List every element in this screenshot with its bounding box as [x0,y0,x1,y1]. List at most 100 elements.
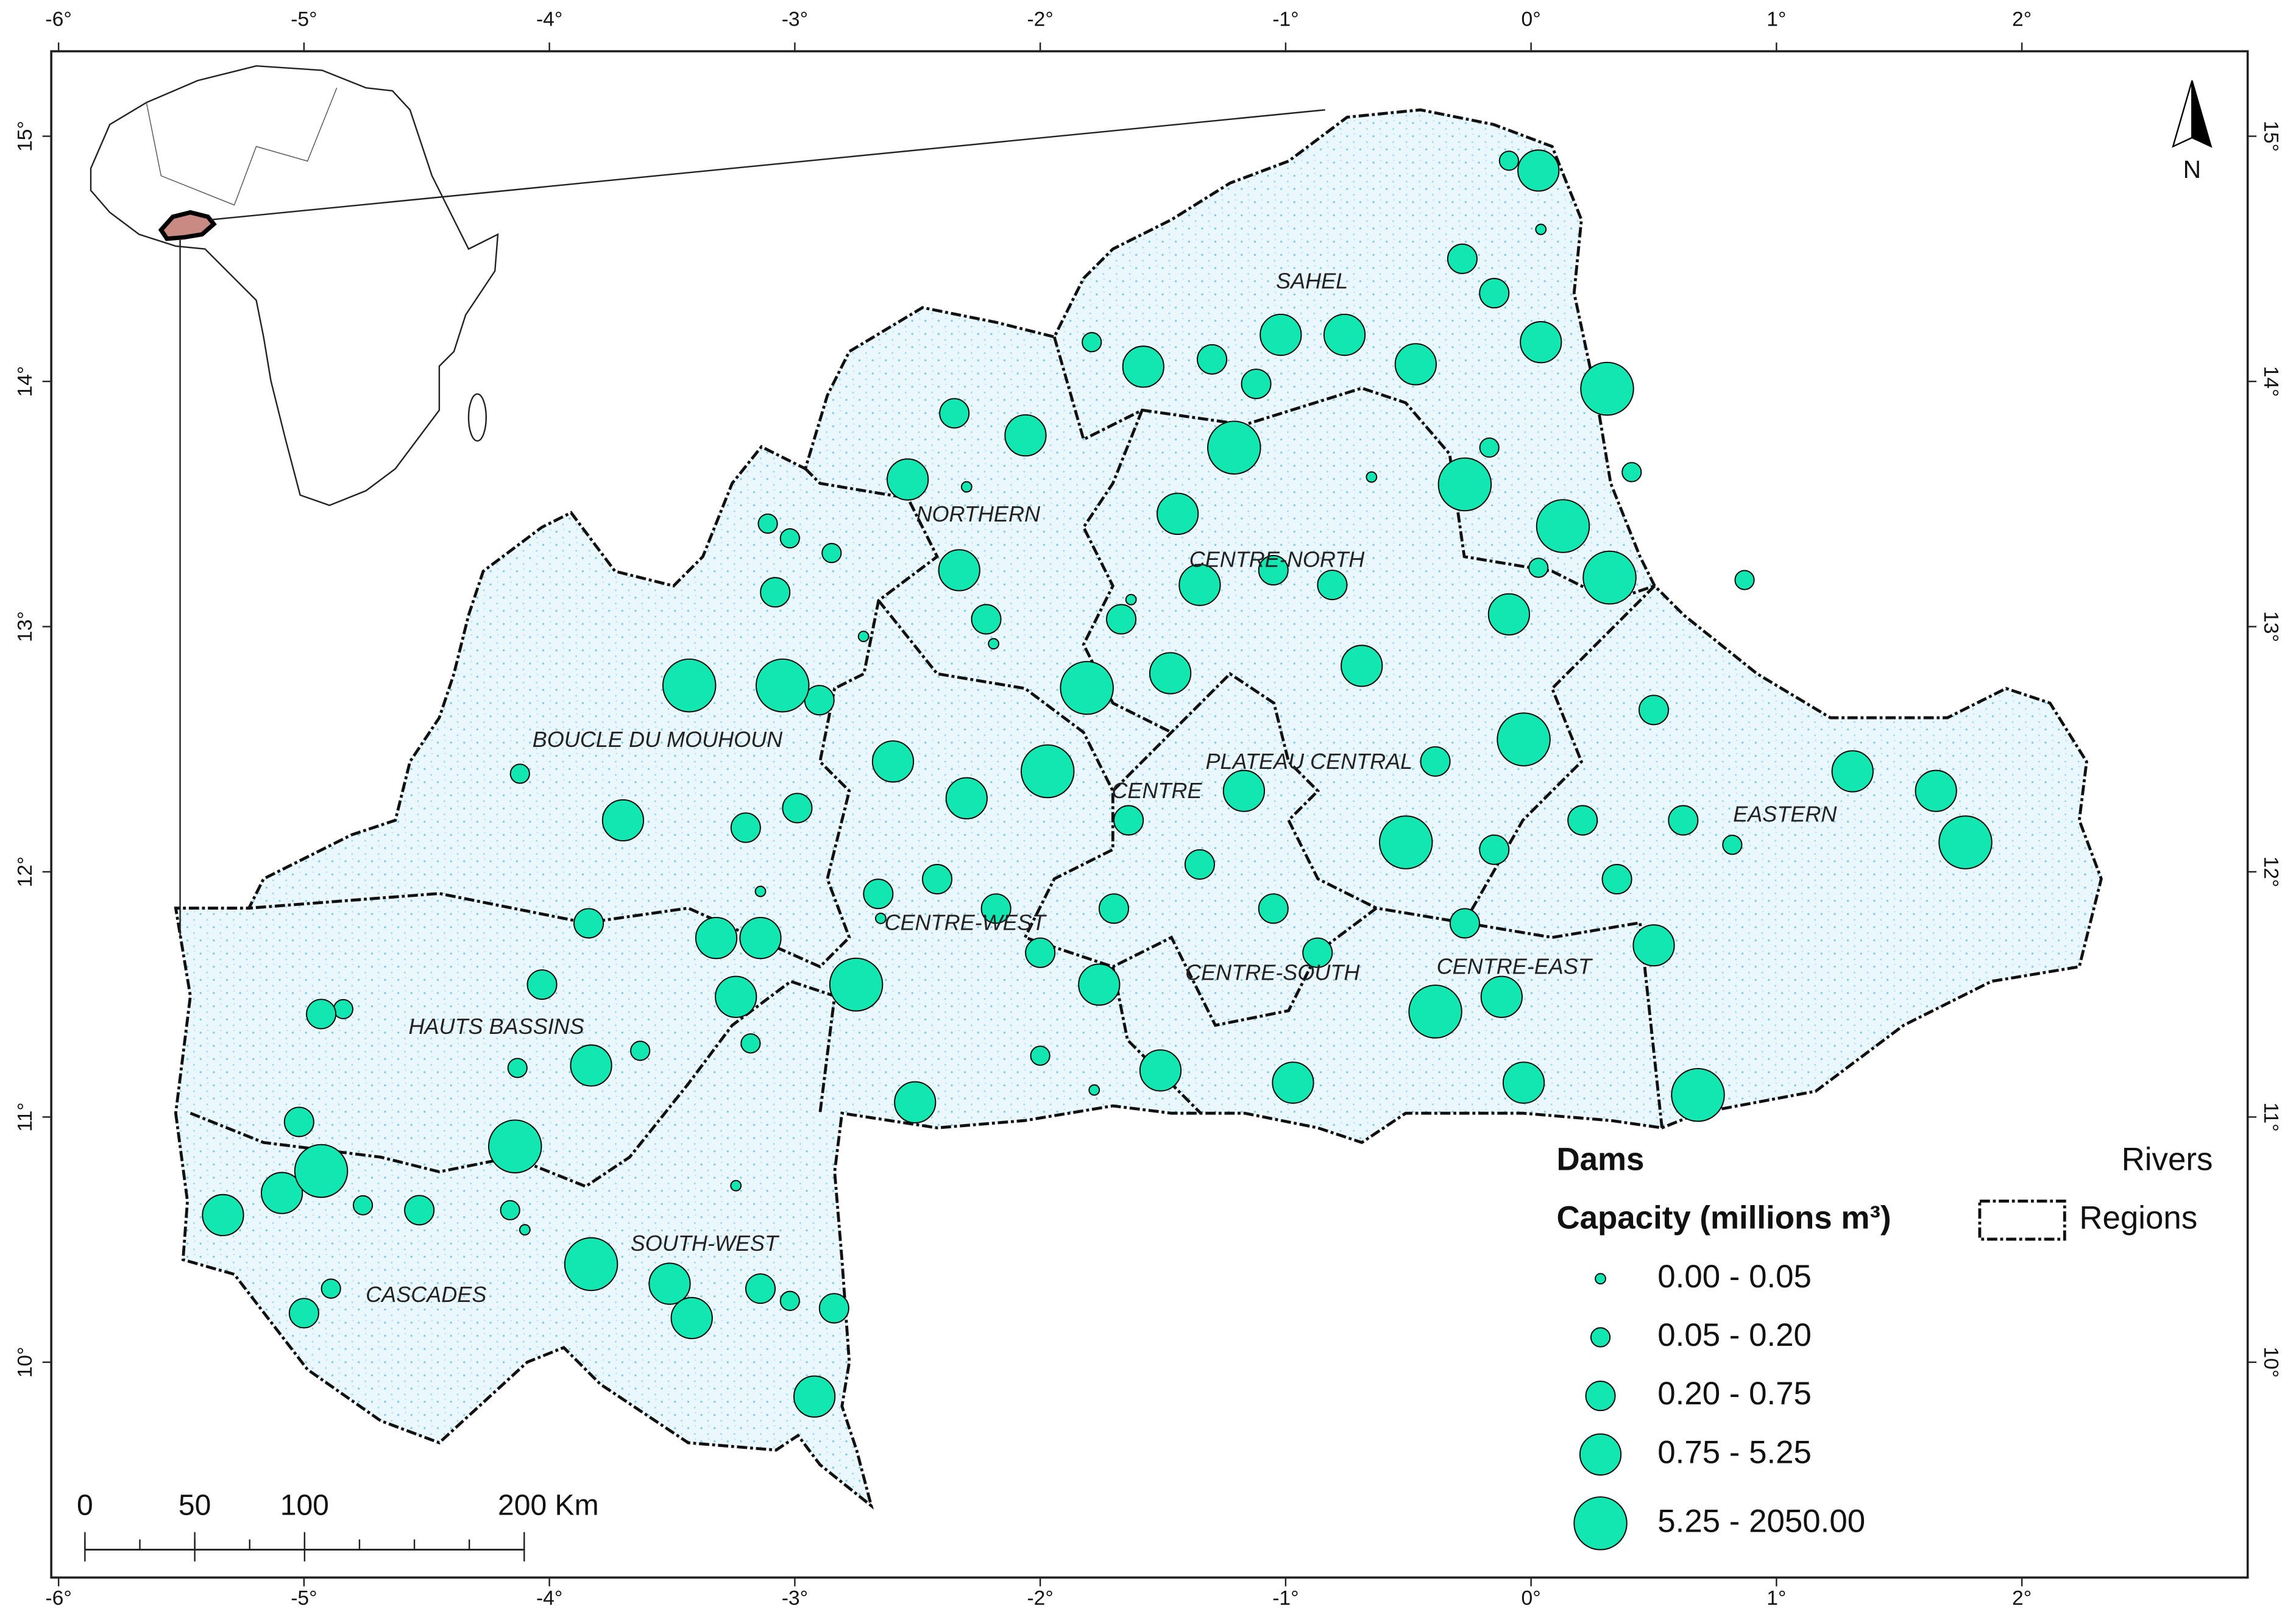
dam [1317,570,1348,601]
lat-tick-label: 10° [14,1346,37,1378]
dam [1408,985,1462,1039]
dam [1379,815,1433,869]
dam [821,543,842,564]
region-label: NORTHERN [916,501,1041,526]
dam [894,1081,937,1123]
dam [1479,437,1500,458]
region-label: SOUTH-WEST [631,1231,780,1256]
dam [779,528,800,549]
dam [1535,224,1547,235]
dam [730,812,761,843]
region-border [1052,336,1656,603]
legend-rivers: Rivers [2122,1141,2213,1177]
dam [1323,313,1366,356]
dam [321,1278,341,1299]
dam [500,1200,520,1220]
dam [1582,550,1637,605]
lat-tick-label: 11° [14,1102,37,1131]
dam [1831,750,1874,793]
dam [971,604,1002,635]
lat-tick-label: 14° [14,366,37,397]
country-outline [174,108,2103,1510]
dam [1184,849,1215,880]
dam [829,957,884,1012]
dam [739,916,782,960]
dam [863,879,894,910]
north-arrow [2191,80,2213,148]
dam [1197,344,1228,375]
dam [938,549,980,592]
dam [1497,712,1551,766]
lon-tick-label: -2° [1027,1587,1053,1610]
region-border [877,600,1465,1027]
dam [1487,593,1530,635]
lon-tick-label: -6° [45,9,71,31]
dam [1258,554,1289,585]
dam [573,908,604,939]
dam [1420,746,1451,777]
north-label: N [2183,155,2202,183]
region-label: CENTRE [1111,778,1202,803]
dam [601,799,645,842]
lat-tick-label: 14° [2259,366,2282,397]
region-border [190,980,837,1189]
dam [670,1296,713,1340]
dam [960,481,973,493]
dam [1106,604,1137,635]
dam [1394,343,1437,386]
dam [333,999,353,1019]
dam [1668,805,1699,836]
dam [1437,457,1492,512]
dam [294,1144,349,1198]
dam [887,458,929,501]
dam [730,1180,742,1192]
dam [261,1172,303,1214]
legend-regions: Regions [2079,1200,2197,1236]
lon-tick-label: -4° [536,1587,562,1610]
inset-burkina [158,210,217,241]
dam [1078,963,1121,1006]
lon-tick-label: 1° [1766,9,1786,31]
dam [1088,1084,1100,1096]
inset-pointer [210,109,1325,221]
dam [1938,815,1993,869]
dam [1021,744,1075,799]
region-label: HAUTS BASSINS [408,1014,584,1039]
scale-label: 100 [280,1489,329,1522]
region-border [249,467,940,969]
dam [1241,369,1272,400]
dam [1567,805,1598,836]
dam [1366,471,1378,483]
lat-tick-label: 11° [2259,1102,2282,1131]
madagascar [467,393,487,442]
dam [1258,893,1289,924]
dam [352,1195,374,1215]
dam [782,793,813,824]
dam [980,893,1012,924]
lon-tick-label: 1° [1766,1587,1786,1610]
dam [1149,652,1192,695]
dam [871,740,915,783]
lat-tick-label: 12° [14,857,37,888]
dam [1113,805,1144,836]
dam [857,631,870,642]
dam [757,513,778,534]
region-label: PLATEAU CENTRAL [1205,749,1412,774]
dam [519,1224,531,1236]
legend-label: 5.25 - 2050.00 [1657,1503,1865,1539]
legend-symbol [1585,1381,1616,1412]
dam [1004,414,1047,457]
dam [1621,462,1642,483]
region-label: EASTERN [1733,802,1837,827]
lat-tick-label: 13° [14,611,37,642]
dam [1915,769,1957,812]
dam [1671,1067,1725,1122]
dam [939,398,970,429]
lon-tick-label: -5° [291,9,317,31]
lon-tick-label: 2° [2012,9,2032,31]
dam [283,1106,314,1137]
dam [779,1290,800,1311]
region-label: CENTRE-NORTH [1189,546,1366,571]
dam [570,1044,612,1087]
region-label: CENTRE-SOUTH [1185,960,1360,985]
